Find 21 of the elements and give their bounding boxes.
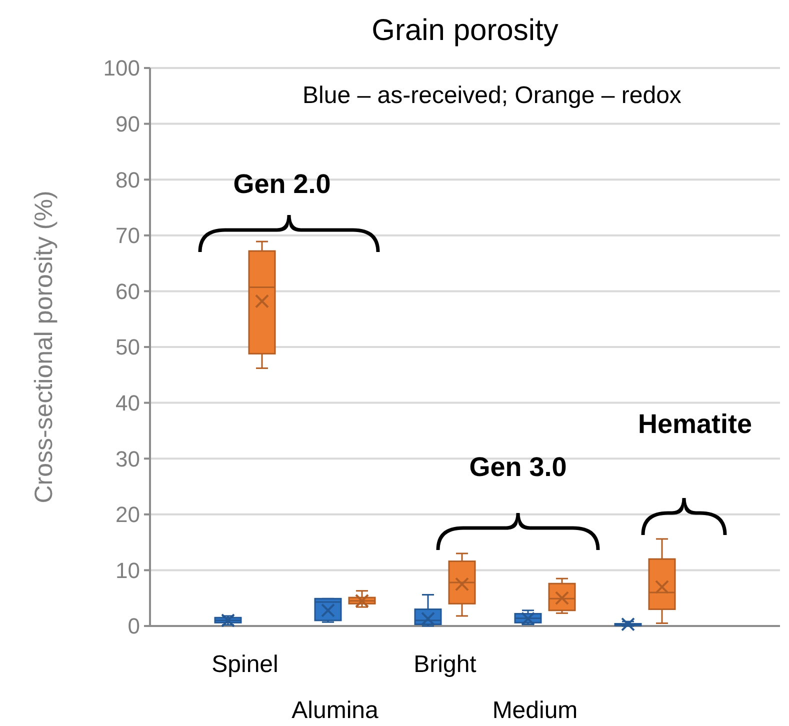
y-tick-label: 0 [128, 614, 140, 639]
x-tick-label: Medium [492, 697, 578, 724]
annotation: Gen 2.0 [233, 169, 331, 199]
y-tick-label: 50 [116, 334, 140, 360]
x-tick-label: Spinel [212, 651, 278, 678]
y-axis-title: Cross-sectional porosity (%) [30, 190, 58, 504]
y-tick-label: 40 [116, 390, 140, 416]
y-tick-label: 80 [116, 167, 140, 192]
x-tick-label: Alumina [292, 697, 379, 724]
annotation: Gen 3.0 [469, 452, 567, 482]
x-tick-label: Bright [414, 651, 477, 678]
y-tick-label: 10 [116, 558, 140, 583]
annotation: Hematite [638, 409, 752, 439]
y-tick-label: 60 [116, 278, 140, 304]
y-tick-label: 20 [116, 502, 140, 528]
y-tick-label: 90 [116, 112, 140, 136]
annotation: Blue – as-received; Orange – redox [302, 82, 682, 109]
chart-title: Grain porosity [372, 14, 558, 47]
y-tick-label: 30 [116, 446, 140, 472]
y-tick-label: 70 [116, 223, 140, 248]
y-tick-label: 100 [103, 56, 140, 81]
